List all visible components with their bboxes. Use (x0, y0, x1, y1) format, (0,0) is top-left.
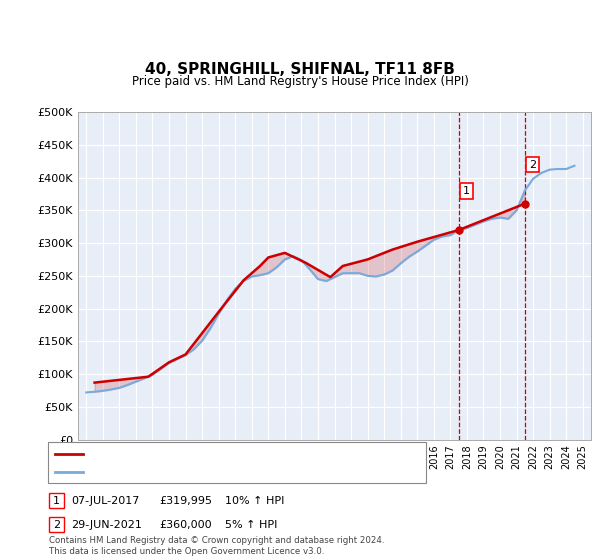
Text: £319,995: £319,995 (159, 496, 212, 506)
Text: HPI: Average price, detached house, Shropshire: HPI: Average price, detached house, Shro… (87, 468, 336, 478)
Text: Contains HM Land Registry data © Crown copyright and database right 2024.
This d: Contains HM Land Registry data © Crown c… (49, 536, 385, 556)
Text: 2: 2 (529, 160, 536, 170)
Text: 1: 1 (463, 186, 470, 196)
Text: 5% ↑ HPI: 5% ↑ HPI (225, 520, 277, 530)
Text: 29-JUN-2021: 29-JUN-2021 (71, 520, 142, 530)
Text: 07-JUL-2017: 07-JUL-2017 (71, 496, 139, 506)
Text: 10% ↑ HPI: 10% ↑ HPI (225, 496, 284, 506)
Text: £360,000: £360,000 (159, 520, 212, 530)
Text: 40, SPRINGHILL, SHIFNAL, TF11 8FB: 40, SPRINGHILL, SHIFNAL, TF11 8FB (145, 62, 455, 77)
Text: 1: 1 (53, 496, 60, 506)
Text: 2: 2 (53, 520, 60, 530)
Text: Price paid vs. HM Land Registry's House Price Index (HPI): Price paid vs. HM Land Registry's House … (131, 75, 469, 88)
Text: 40, SPRINGHILL, SHIFNAL, TF11 8FB (detached house): 40, SPRINGHILL, SHIFNAL, TF11 8FB (detac… (87, 450, 368, 460)
